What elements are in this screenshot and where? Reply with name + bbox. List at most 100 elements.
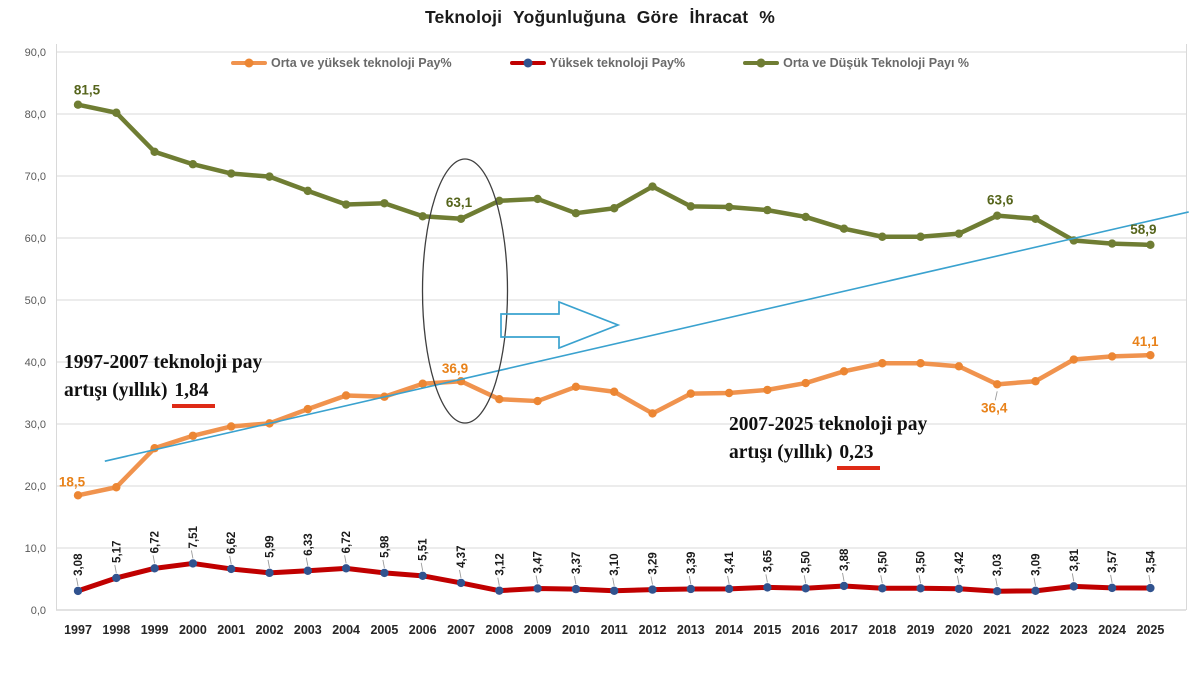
label-leader-line xyxy=(1071,573,1075,582)
x-tick-label: 2015 xyxy=(753,623,781,637)
data-point xyxy=(1107,583,1117,593)
data-label-rotated: 3,47 xyxy=(533,551,545,573)
data-point xyxy=(303,566,312,575)
data-point xyxy=(227,169,236,178)
highlight-ellipse xyxy=(421,158,509,424)
annotation-value: 1,84 xyxy=(172,379,216,408)
label-leader-line xyxy=(994,391,998,401)
data-point xyxy=(878,232,887,241)
y-tick-label: 10,0 xyxy=(25,543,46,555)
y-tick-label: 50,0 xyxy=(25,295,46,307)
data-point xyxy=(73,100,83,109)
data-point xyxy=(418,212,427,221)
data-point xyxy=(763,205,772,215)
data-label-rotated: 3,54 xyxy=(1145,550,1157,573)
label-leader-line xyxy=(305,557,309,566)
data-point xyxy=(265,172,274,181)
data-point xyxy=(916,232,925,241)
x-tick-label: 1999 xyxy=(141,623,169,637)
label-leader-line xyxy=(459,569,462,578)
x-tick-label: 2013 xyxy=(677,623,705,637)
data-label: 36,9 xyxy=(442,361,468,376)
data-label-rotated: 3,12 xyxy=(494,553,506,575)
annotation-line1: 1997-2007 teknoloji pay xyxy=(64,352,263,373)
legend-line-icon xyxy=(230,58,267,68)
chart-legend: Orta ve yüksek teknoloji Pay% Yüksek tek… xyxy=(0,56,1200,70)
label-leader-line xyxy=(1110,574,1113,583)
label-leader-line xyxy=(727,575,730,584)
label-leader-line xyxy=(880,575,883,584)
data-point xyxy=(227,564,236,574)
x-tick-label: 2012 xyxy=(639,623,667,637)
data-point xyxy=(1107,239,1117,248)
data-point xyxy=(1146,350,1155,360)
data-point xyxy=(724,202,734,212)
label-leader-line xyxy=(114,564,117,574)
data-point xyxy=(724,388,734,398)
label-leader-line xyxy=(190,550,194,559)
data-point xyxy=(227,422,236,431)
data-label-rotated: 3,03 xyxy=(992,554,1004,576)
x-tick-label: 2010 xyxy=(562,623,590,637)
label-leader-line xyxy=(152,555,156,564)
data-label-rotated: 5,99 xyxy=(265,535,277,557)
data-point xyxy=(533,584,542,593)
trendline xyxy=(104,211,1189,462)
x-tick-label: 2021 xyxy=(983,623,1011,637)
x-tick-label: 2019 xyxy=(907,623,935,637)
annotation-2007-2025: 2007-2025 teknoloji pay artışı (yıllık) … xyxy=(729,411,927,470)
data-point xyxy=(993,380,1002,389)
data-point xyxy=(418,379,427,388)
x-tick-label: 2020 xyxy=(945,623,973,637)
data-point xyxy=(878,584,887,593)
annotation-value: 0,23 xyxy=(837,441,881,470)
label-leader-line xyxy=(267,559,270,568)
data-point xyxy=(610,387,619,396)
y-tick-label: 90,0 xyxy=(25,47,46,59)
data-label-rotated: 3,10 xyxy=(609,553,621,575)
data-label-rotated: 3,42 xyxy=(954,551,966,573)
x-tick-label: 2017 xyxy=(830,623,858,637)
data-point xyxy=(495,586,504,595)
data-label: 36,4 xyxy=(981,400,1008,415)
label-leader-line xyxy=(573,576,577,585)
data-point xyxy=(533,194,542,204)
x-tick-label: 2025 xyxy=(1136,623,1164,637)
label-leader-line xyxy=(420,562,424,571)
data-point xyxy=(648,409,657,418)
data-label-rotated: 5,98 xyxy=(379,535,391,558)
data-point xyxy=(571,584,581,594)
data-point xyxy=(1146,583,1155,593)
data-label-rotated: 5,17 xyxy=(111,541,123,563)
x-tick-label: 2003 xyxy=(294,623,322,637)
y-tick-label: 20,0 xyxy=(25,481,46,493)
data-point xyxy=(1107,352,1117,361)
annotation-line2: artışı (yıllık) 1,84 xyxy=(64,377,262,408)
x-tick-label: 1998 xyxy=(102,623,130,637)
x-tick-label: 2005 xyxy=(370,623,398,637)
data-point xyxy=(1031,214,1040,223)
x-tick-label: 2016 xyxy=(792,623,820,637)
data-point xyxy=(188,160,198,169)
data-point xyxy=(763,583,772,592)
data-label-rotated: 4,37 xyxy=(456,546,468,568)
x-tick-label: 2001 xyxy=(217,623,245,637)
label-leader-line xyxy=(535,575,539,584)
legend-label: Orta ve Düşük Teknoloji Payı % xyxy=(783,56,970,70)
label-leader-line xyxy=(612,577,615,586)
label-leader-line xyxy=(956,575,960,584)
label-leader-line xyxy=(995,578,998,587)
data-point xyxy=(993,587,1002,596)
chart-title: Teknoloji Yoğunluğuna Göre İhracat % xyxy=(424,7,776,27)
data-point xyxy=(150,564,159,573)
legend-item-orta-ve-yuksek: Orta ve yüksek teknoloji Pay% xyxy=(230,56,452,70)
label-leader-line xyxy=(650,576,653,585)
data-label-rotated: 3,09 xyxy=(1031,553,1043,575)
data-point xyxy=(686,584,695,594)
y-tick-label: 80,0 xyxy=(25,109,46,121)
data-label: 63,1 xyxy=(446,195,473,210)
right-arrow-shape xyxy=(500,300,621,350)
data-point xyxy=(686,389,695,398)
data-label-rotated: 6,62 xyxy=(226,532,238,554)
